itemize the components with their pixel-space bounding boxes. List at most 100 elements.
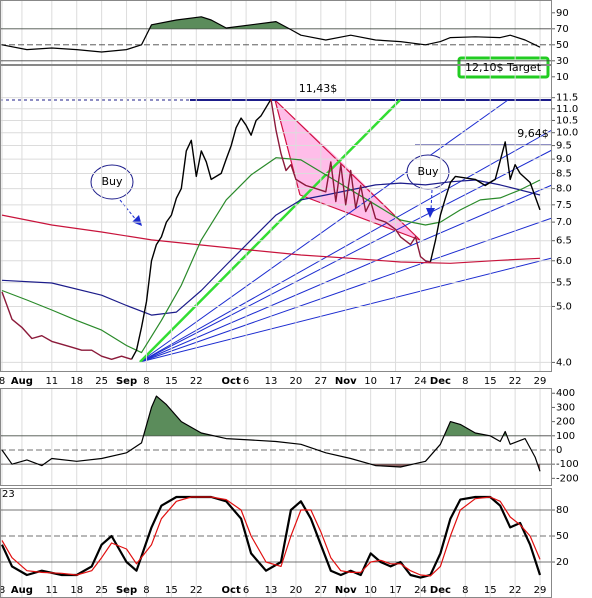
x-tick-label: 20	[290, 585, 303, 596]
y-tick-label: 10	[556, 72, 569, 83]
y-tick-label: 5.0	[556, 301, 572, 312]
x-tick-label: 8	[462, 585, 468, 596]
line	[1, 16, 541, 53]
annotation: Buy	[101, 175, 123, 188]
y-tick-label: 7.5	[556, 200, 572, 211]
annotation: 11,43$	[299, 82, 338, 95]
x-tick-label: 15	[165, 585, 178, 596]
x-tick-label: 8	[143, 585, 149, 596]
y-tick-label: 4.0	[556, 357, 572, 368]
line	[1, 179, 541, 316]
panel	[0, 65, 552, 372]
line	[1, 395, 541, 472]
y-tick-label: 5.5	[556, 278, 572, 289]
panel-frame	[0, 65, 552, 372]
x-tick-label: Sep	[116, 585, 137, 596]
y-tick-label: 6.5	[556, 236, 572, 247]
y-tick-label: 11.5	[556, 93, 578, 104]
x-tick-label: 8	[0, 585, 5, 596]
x-tick-label: Sep	[116, 376, 137, 387]
y-tick-label: 10.0	[556, 128, 578, 139]
x-tick-label: 8	[143, 376, 149, 387]
x-tick-label: 18	[70, 585, 83, 596]
x-tick-label: 24	[414, 376, 427, 387]
y-tick-label: 300	[556, 402, 575, 413]
x-tick-label: 25	[95, 585, 108, 596]
x-tick-label: 10	[364, 585, 377, 596]
panel	[0, 488, 552, 598]
target-box	[457, 56, 550, 79]
x-tick-label: Aug	[11, 585, 33, 596]
x-tick-label: 11	[45, 585, 58, 596]
x-tick-label: 13	[265, 376, 278, 387]
pattern-line	[299, 194, 421, 241]
y-tick-label: 0	[556, 445, 562, 456]
x-tick-label: 29	[534, 376, 547, 387]
line	[130, 98, 272, 360]
x-tick-label: 27	[314, 585, 327, 596]
x-tick-label: Oct	[222, 585, 241, 596]
x-tick-label: Dec	[430, 376, 451, 387]
y-tick-label: 30	[556, 56, 569, 67]
y-tick-label: 6.0	[556, 256, 572, 267]
x-tick-label: Aug	[11, 376, 33, 387]
arrow	[119, 199, 138, 222]
arrow-head	[132, 215, 142, 226]
fan-line	[139, 99, 509, 363]
current-value: 23	[2, 489, 15, 500]
x-tick-label: 8	[462, 376, 468, 387]
y-tick-label: 9.0	[556, 154, 572, 165]
x-tick-label: 25	[95, 376, 108, 387]
y-tick-label: 80	[556, 505, 569, 516]
x-tick-label: 15	[484, 376, 497, 387]
x-tick-label: 18	[70, 376, 83, 387]
x-tick-label: 13	[265, 585, 278, 596]
x-tick-label: 27	[314, 376, 327, 387]
x-tick-label: Oct	[222, 376, 241, 387]
x-tick-label: 15	[484, 585, 497, 596]
x-tick-label: 6	[243, 376, 249, 387]
panel	[0, 0, 552, 65]
y-tick-label: 10.5	[556, 115, 578, 126]
y-tick-label: 50	[556, 531, 569, 542]
panel	[0, 388, 552, 486]
arrow	[430, 189, 433, 211]
x-tick-label: 15	[165, 376, 178, 387]
fan-line	[139, 99, 401, 363]
y-tick-label: 20	[556, 557, 569, 568]
x-tick-label: 8	[0, 376, 5, 387]
x-tick-label: 17	[389, 376, 402, 387]
y-tick-label: -200	[556, 473, 579, 484]
annotation: 12,10$ Target	[465, 61, 542, 74]
x-tick-label: Nov	[335, 585, 357, 596]
y-tick-label: -100	[556, 459, 579, 470]
y-tick-label: 50	[556, 40, 569, 51]
line	[429, 141, 541, 263]
x-tick-label: 10	[364, 376, 377, 387]
x-tick-label: 29	[534, 585, 547, 596]
x-tick-label: 6	[243, 585, 249, 596]
y-tick-label: 7.0	[556, 217, 572, 228]
line	[1, 496, 541, 577]
x-tick-label: 20	[290, 376, 303, 387]
x-tick-label: 22	[509, 585, 522, 596]
annotation: Buy	[417, 165, 439, 178]
annotation: 9,64$	[517, 127, 549, 140]
line	[1, 157, 541, 354]
y-tick-label: 400	[556, 388, 575, 399]
line	[270, 99, 431, 263]
x-tick-label: Nov	[335, 376, 357, 387]
x-tick-label: 22	[509, 376, 522, 387]
y-tick-label: 8.0	[556, 184, 572, 195]
y-tick-label: 90	[556, 8, 569, 19]
arrow-head	[426, 208, 435, 218]
y-tick-label: 9.5	[556, 141, 572, 152]
x-tick-label: 24	[414, 585, 427, 596]
x-tick-label: 17	[389, 585, 402, 596]
panel-frame	[0, 388, 552, 486]
y-tick-label: 8.5	[556, 168, 572, 179]
panel-frame	[0, 0, 552, 65]
y-tick-label: 70	[556, 24, 569, 35]
x-tick-label: 22	[190, 376, 203, 387]
